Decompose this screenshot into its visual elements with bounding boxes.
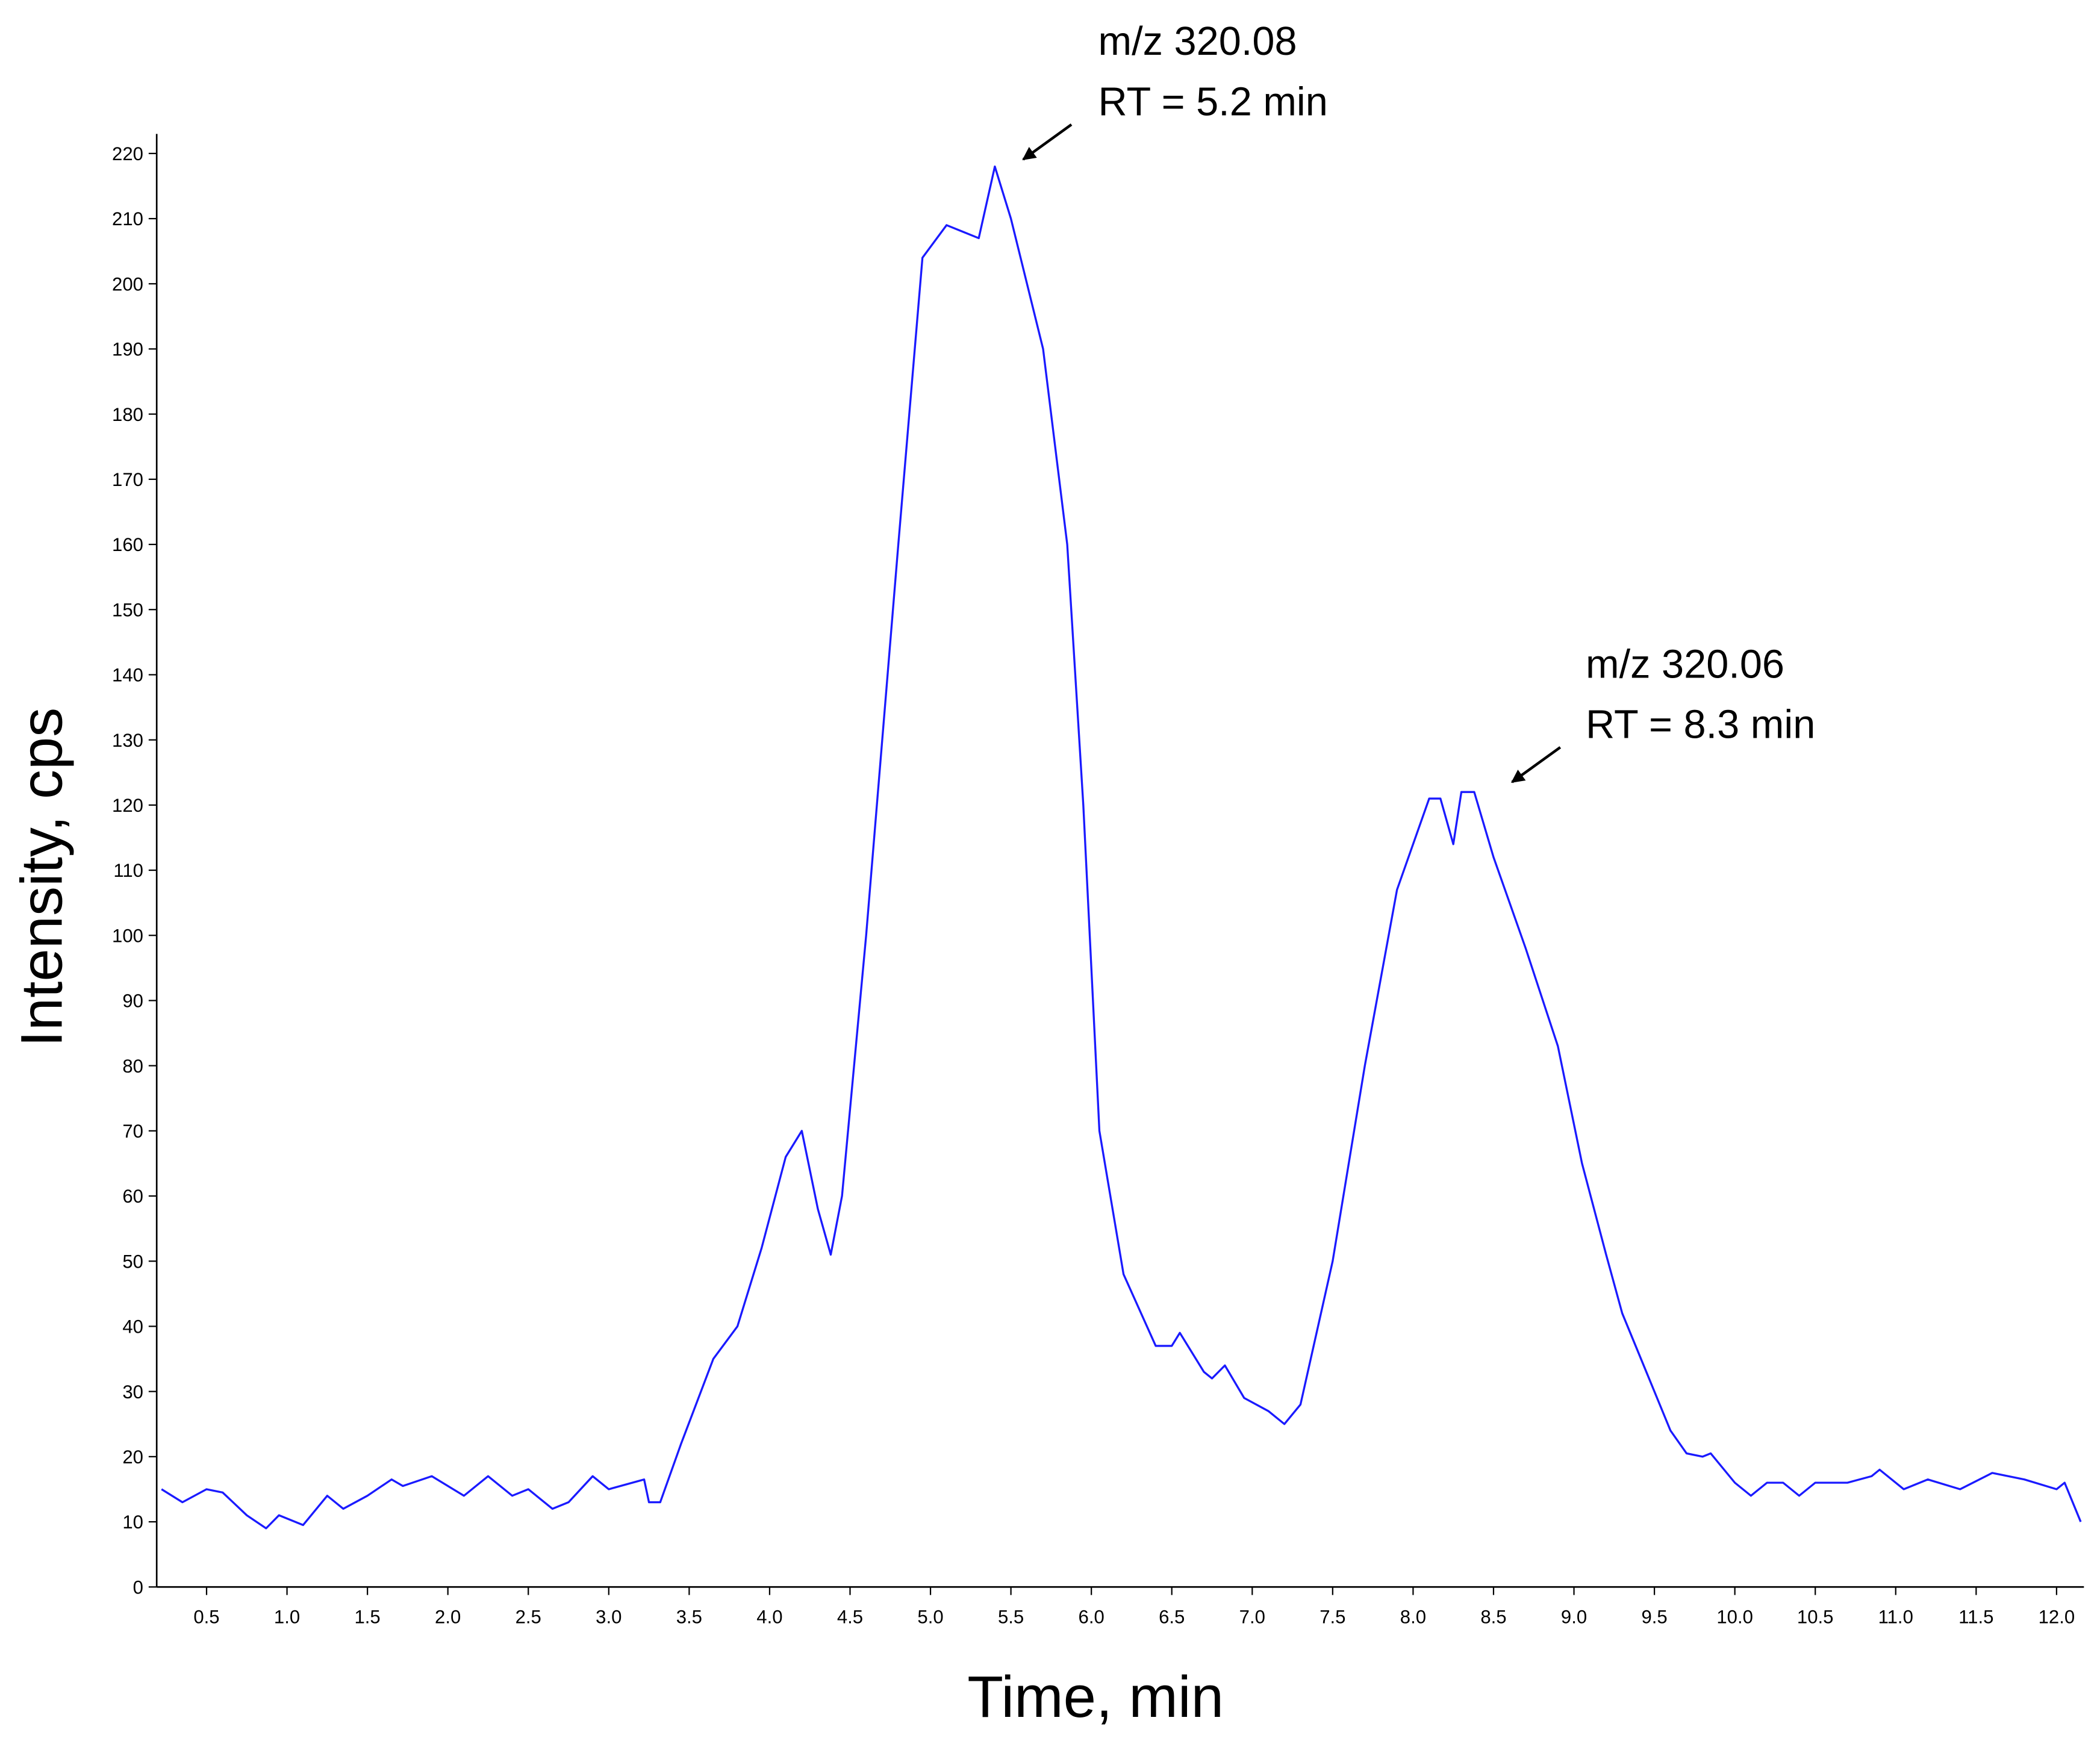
x-tick-label: 0.5 [193,1606,219,1627]
y-tick-label: 200 [112,273,143,294]
y-tick-label: 70 [122,1121,143,1142]
y-tick-label: 120 [112,795,143,816]
annotation: RT = 5.2 min [1098,79,1328,124]
data-line [161,165,2082,1530]
annotation: RT = 8.3 min [1586,702,1815,747]
x-tick-label: 3.0 [596,1606,622,1627]
x-tick-label: 10.0 [1716,1606,1753,1627]
y-tick-label: 60 [122,1186,143,1207]
x-tick-label: 11.0 [1878,1606,1913,1627]
x-tick-label: 12.0 [2039,1606,2075,1627]
x-tick-label: 4.0 [756,1606,782,1627]
x-tick-label: 6.0 [1079,1606,1105,1627]
x-tick-label: 2.0 [435,1606,461,1627]
x-tick-label: 6.5 [1159,1606,1185,1627]
x-tick-label: 7.0 [1239,1606,1265,1627]
y-tick-label: 30 [122,1381,143,1403]
x-tick-label: 2.5 [516,1606,541,1627]
y-tick-label: 140 [112,665,143,686]
y-tick-label: 90 [122,991,143,1012]
y-tick-label: 0 [133,1577,143,1598]
x-tick-label: 5.0 [917,1606,943,1627]
y-tick-label: 160 [112,534,143,555]
x-tick-label: 9.0 [1561,1606,1587,1627]
y-tick-label: 220 [112,143,143,164]
y-axis-title: Intensity, cps [8,708,74,1047]
y-tick-label: 180 [112,404,143,425]
annotation: m/z 320.08 [1098,19,1297,64]
x-tick-label: 8.5 [1480,1606,1506,1627]
x-tick-label: 7.5 [1320,1606,1345,1627]
x-axis-title: Time, min [967,1663,1224,1730]
y-tick-label: 40 [122,1316,143,1337]
y-tick-label: 150 [112,599,143,620]
y-tick-label: 50 [122,1251,143,1272]
annotation-arrow [1022,123,1073,161]
x-tick-label: 1.0 [274,1606,300,1627]
x-tick-label: 9.5 [1641,1606,1667,1627]
annotation-arrow [1510,746,1562,783]
x-tick-label: 5.5 [998,1606,1024,1627]
y-tick-label: 110 [113,860,143,881]
y-tick-label: 210 [112,208,143,229]
y-tick-label: 170 [112,469,143,490]
x-tick-label: 3.5 [676,1606,702,1627]
x-tick-label: 1.5 [354,1606,380,1627]
y-tick-label: 20 [122,1446,143,1468]
x-tick-label: 8.0 [1400,1606,1426,1627]
x-tick-label: 4.5 [837,1606,863,1627]
y-tick-label: 10 [122,1512,143,1533]
y-tick-label: 100 [112,925,143,946]
x-tick-label: 10.5 [1797,1606,1834,1627]
x-tick-label: 11.5 [1958,1606,1993,1627]
annotation: m/z 320.06 [1586,642,1784,687]
y-tick-label: 190 [112,339,143,360]
y-tick-label: 130 [112,730,143,751]
y-tick-label: 80 [122,1056,143,1077]
